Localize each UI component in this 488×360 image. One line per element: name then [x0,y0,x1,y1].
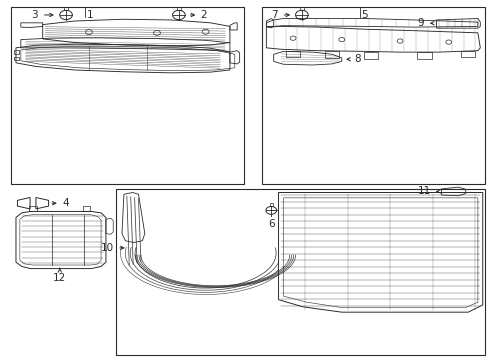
Bar [116,189,484,355]
Bar [363,52,377,59]
Text: 3: 3 [31,10,38,20]
Bar [14,57,20,60]
Bar [324,51,339,58]
Text: 1: 1 [86,10,93,20]
Bar [269,203,272,206]
Bar [64,7,68,10]
Text: 4: 4 [62,198,69,208]
Bar [29,206,37,211]
Bar [285,51,300,57]
Text: 7: 7 [270,10,277,20]
Text: 9: 9 [417,18,424,28]
Text: 10: 10 [101,243,114,253]
Bar [416,52,431,59]
Bar [11,7,244,184]
Text: 12: 12 [53,273,66,283]
Text: 8: 8 [353,54,360,64]
Text: 5: 5 [361,10,367,20]
Bar [300,7,303,10]
Bar [261,7,484,184]
Text: 2: 2 [201,10,207,20]
Text: 11: 11 [417,186,430,197]
Bar [460,51,474,57]
Bar [14,50,20,54]
Bar [82,206,90,211]
Bar [177,7,180,10]
Text: 6: 6 [267,219,274,229]
